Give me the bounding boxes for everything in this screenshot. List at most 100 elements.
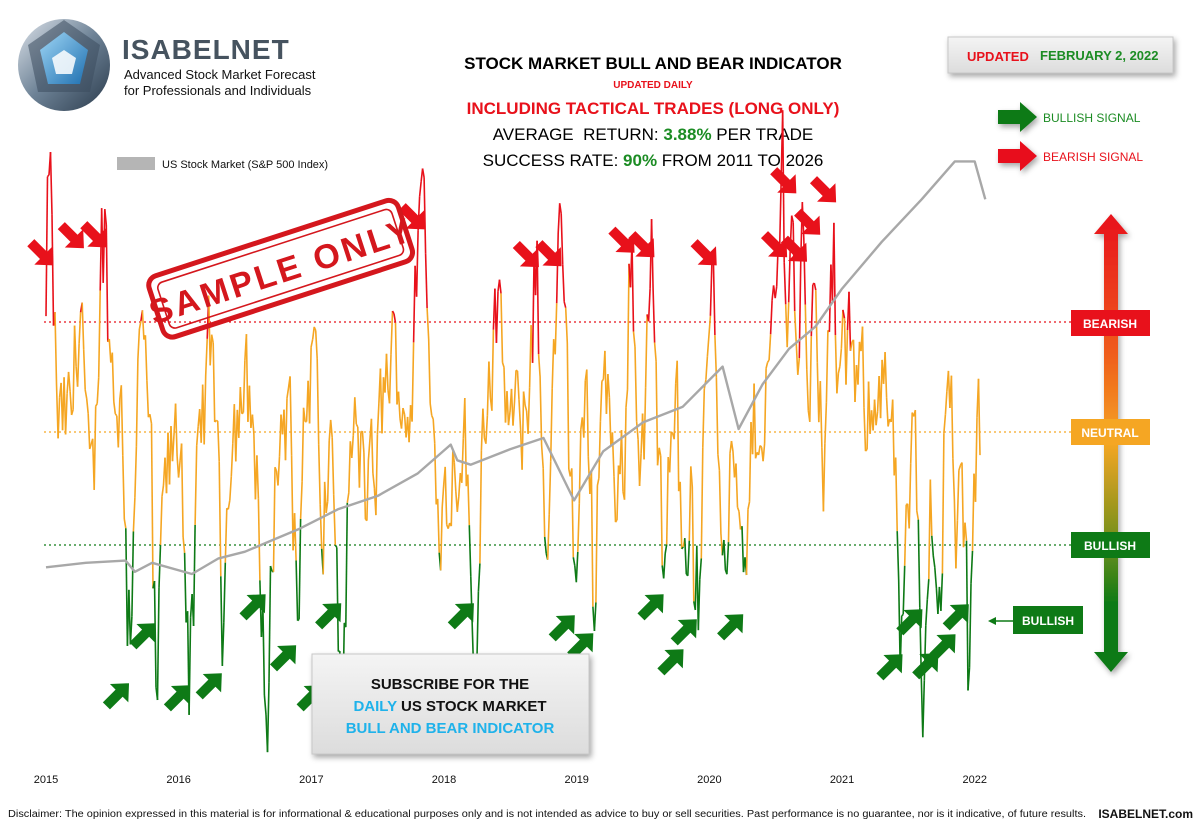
indicator-segment [512,402,516,426]
indicator-segment [177,460,181,478]
indicator-segment [461,438,465,483]
indicator-segment [634,346,638,422]
indicator-segment [45,176,49,317]
bearish-signal-arrow [535,240,562,267]
indicator-segment [266,682,270,753]
indicator-segment [741,526,745,573]
indicator-segment [277,456,281,486]
indicator-segment [684,538,688,575]
indicator-segment [706,335,710,357]
subscribe-line-1: SUBSCRIBE FOR THE [371,676,529,693]
indicator-segment [229,476,233,501]
indicator-segment [354,397,358,425]
indicator-segment [326,440,330,502]
indicator-segment [257,498,261,581]
indicator-segment [301,407,305,482]
indicator-segment [256,455,260,499]
bearish-signal-arrow [628,231,655,258]
indicator-segment [836,373,840,394]
indicator-segment [313,326,317,331]
indicator-segment [141,310,145,340]
indicator-segment [515,369,518,372]
signal-arrows [27,167,969,712]
indicator-segment [212,342,216,423]
indicator-segment [171,432,175,462]
bearish-signal-arrow [809,176,837,203]
indicator-segment [289,376,293,456]
indicator-segment [620,430,624,492]
indicator-segment [702,388,706,448]
indicator-segment [97,290,101,378]
indicator-segment [104,209,108,226]
indicator-segment [745,509,749,576]
indicator-segment [717,454,721,471]
indicator-segment [268,565,272,683]
indicator-segment [643,387,647,460]
indicator-segment [522,391,526,406]
indicator-segment [367,439,371,461]
indicator-segment [726,542,730,575]
indicator-segment [358,432,362,488]
indicator-segment [551,339,555,389]
indicator-segment [790,215,794,223]
indicator-segment [613,476,617,523]
indicator-segment [974,417,978,502]
indicator-segment [730,440,734,452]
bullish-signal-legend-arrow [998,102,1037,132]
indicator-segment [783,262,787,305]
bullish-signal-arrow [657,649,684,676]
indicator-segment [418,181,422,197]
bearish-signal-legend-arrow [998,141,1037,171]
indicator-segment [239,386,243,414]
indicator-segment [608,397,612,447]
indicator-segment [429,403,433,416]
indicator-segment [87,413,91,450]
indicator-segment [727,453,731,543]
indicator-segment [658,447,662,457]
x-axis-ticks: 2015 2016 2017 2018 2019 2020 2021 2022 [34,774,987,786]
indicator-segment [625,389,629,408]
indicator-segment [223,562,227,623]
indicator-segment [436,498,440,553]
indicator-segment [210,334,214,344]
indicator-segment [73,325,77,367]
indicator-segment [348,441,352,493]
indicator-segment [845,329,849,385]
indicator-segment [302,407,306,422]
indicator-segment [108,338,112,363]
indicator-segment [216,420,220,462]
indicator-segment [668,431,672,473]
indicator-segment [901,613,904,617]
indicator-segment [123,518,127,529]
x-tick-label: 2016 [166,774,190,786]
bearish-signal-arrow [608,226,635,253]
indicator-segment [778,178,782,246]
indicator-segment [787,249,791,303]
brand-tagline-2: for Professionals and Individuals [124,83,312,98]
indicator-segment [554,303,558,355]
indicator-segment [632,331,636,347]
indicator-segment [944,391,948,415]
indicator-segment [676,360,680,492]
x-tick-label: 2018 [432,774,456,786]
indicator-segment [768,334,772,361]
neutral-zone-text: NEUTRAL [1081,426,1138,440]
indicator-segment [76,343,80,387]
indicator-segment [316,358,320,445]
indicator-segment [485,415,489,444]
indicator-segment [549,388,553,462]
indicator-segment [885,397,889,427]
indicator-segment [902,565,906,615]
indicator-segment [971,473,975,551]
indicator-segment [400,408,404,429]
indicator-segment [813,282,817,291]
bullish-signal-arrow [912,653,939,680]
indicator-segment [153,580,157,688]
indicator-segment [51,214,55,326]
indicator-segment [700,447,704,559]
indicator-segment [765,362,769,369]
site-link[interactable]: ISABELNET.com [1098,807,1193,821]
indicator-segment [894,457,898,532]
indicator-segment [842,309,846,319]
subscribe-box[interactable] [311,653,590,755]
